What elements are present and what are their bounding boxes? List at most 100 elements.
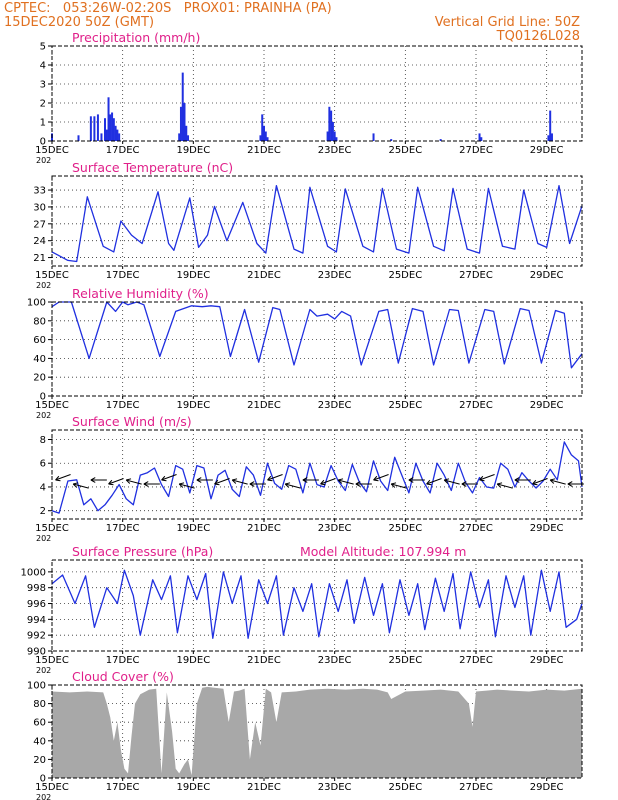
precip-xtick-label: 17DEC [106,145,140,156]
wind-arrow-head [55,479,61,482]
wind-arrow-head [161,479,167,482]
cloud-xtick-label: 25DEC [388,782,422,793]
precip-bar [107,97,110,141]
cloud-ytick-label: 100 [27,681,46,692]
wind-year-label: 202 [36,534,51,543]
wind-arrow-head [443,479,449,484]
temp-xtick-label: 23DEC [318,270,352,281]
precip-bar [179,106,182,141]
precip-bar [114,125,117,141]
wind-arrow-head [567,483,573,487]
pres-xtick-label: 27DEC [459,655,493,666]
wind-arrow [444,479,460,485]
wind-ytick-label: 2 [40,506,46,517]
wind-arrow [550,479,566,485]
header-grid-line-label: Vertical Grid Line: 50Z [434,15,580,30]
precip-bar [100,133,103,141]
wind-arrow-head [514,479,520,483]
wind-arrow [214,478,230,485]
precip-bar [372,133,375,141]
wind-arrow-head [125,479,131,484]
cloud-xtick-label: 23DEC [318,782,352,793]
rh-xtick-label: 19DEC [176,400,210,411]
precip-panel: 0 1 2 3 4 5 15DEC 17DEC 19DEC 21DEC 23DEC 25DEC 27DE… [35,30,583,165]
wind-arrow-head [320,479,325,485]
precip-bar [333,131,336,141]
rh-xtick-label: 17DEC [106,400,140,411]
wind-arrow-head [408,479,414,483]
wind-arrow-head [90,479,96,483]
rh-ytick-label: 40 [33,354,46,365]
wind-arrow-head [514,477,520,481]
wind-arrow-head [249,481,255,485]
wind-arrow [479,474,495,481]
precip-bar [266,137,269,141]
wind-arrow [391,483,407,489]
cloud-area [52,686,582,778]
temp-year-label: 202 [36,281,51,290]
cloud-ytick-label: 80 [33,699,46,710]
cloud-title: Cloud Cover (%) [72,669,174,684]
precip-bar [480,137,483,141]
rh-year-label: 202 [36,411,51,420]
temp-xtick-label: 21DEC [247,270,281,281]
temp-xtick-label: 17DEC [106,270,140,281]
wind-arrow-head [338,478,344,481]
pres-year-label: 202 [36,666,51,675]
precip-bar [263,125,265,141]
pres-xtick-label: 23DEC [318,655,352,666]
wind-arrow-head [179,482,185,485]
wind-arrow-head [196,479,202,483]
wind-arrow [108,478,124,485]
rh-ytick-label: 0 [40,392,46,403]
wind-arrow-head [126,478,132,481]
temp-ytick-label: 30 [33,202,46,213]
wind-arrow [267,474,283,481]
precip-bar [549,110,552,141]
pres-ytick-label: 994 [27,615,46,626]
precip-bar [328,106,331,141]
wind-arrow-head [267,475,272,481]
temp-panel: 21 24 27 30 33 15DEC 17DEC 19DEC 21DEC 23DEC 25DEC… [33,160,583,290]
temp-xtick-label: 27DEC [459,270,493,281]
temp-ytick-label: 33 [33,186,46,197]
rh-title: Relative Humidity (%) [72,286,209,301]
precip-bar [326,131,329,141]
wind-arrow [232,479,248,485]
wind-arrow-head [302,477,308,481]
wind-arrow-head [232,478,238,481]
wind-arrow-head [231,479,237,484]
wind-arrow-head [143,481,149,485]
precip-bar [104,118,106,141]
rh-ytick-label: 20 [33,373,46,384]
wind-arrow-head [196,477,202,481]
cloud-xtick-label: 27DEC [459,782,493,793]
header-date-line: 15DEC2020 50Z (GMT) [4,15,155,30]
wind-arrow [179,483,195,489]
wind-arrow-head [55,475,60,481]
precip-ytick-label: 4 [40,61,46,72]
rh-series-line [51,301,583,369]
wind-arrow-head [143,483,149,487]
wind-arrow [285,483,301,489]
precip-xtick-label: 29DEC [530,145,564,156]
rh-ytick-label: 80 [33,316,46,327]
wind-frame [51,429,583,520]
rh-xtick-label: 23DEC [318,400,352,411]
cloud-ytick-label: 40 [33,736,46,747]
temp-ytick-label: 21 [33,253,46,264]
precip-xtick-label: 27DEC [459,145,493,156]
rh-frame [51,301,583,397]
cloud-frame [51,684,583,779]
pres-series-line [51,569,583,639]
wind-ytick-label: 6 [40,459,46,470]
cloud-xtick-label: 17DEC [106,782,140,793]
header-model-code: TQ0126L028 [496,29,580,44]
precip-bar [547,135,550,141]
wind-arrow-head [72,483,78,488]
pres-ytick-label: 1000 [21,567,46,578]
wind-arrow [426,478,442,485]
rh-xtick-label: 25DEC [388,400,422,411]
precip-bar [550,133,553,141]
